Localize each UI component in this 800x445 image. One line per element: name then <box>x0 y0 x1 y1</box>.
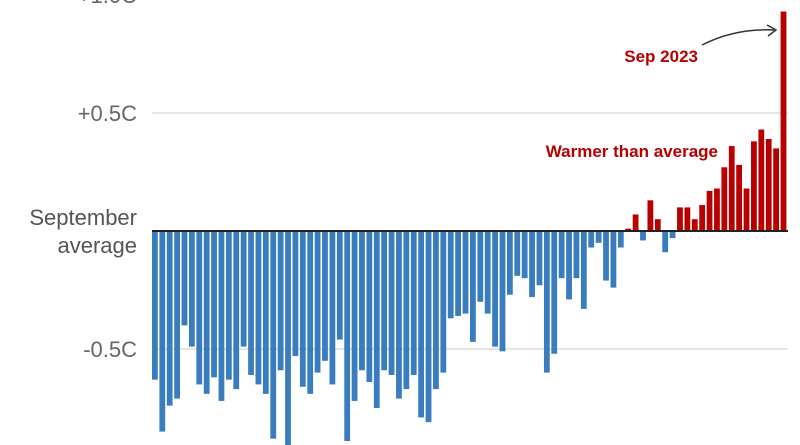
bar <box>196 231 203 385</box>
bar <box>425 231 432 423</box>
bar <box>484 231 491 314</box>
bar <box>728 146 735 231</box>
bar <box>499 231 506 352</box>
bar <box>521 231 528 279</box>
bar <box>506 231 513 295</box>
bar <box>299 231 306 387</box>
bar <box>780 11 787 231</box>
bar <box>647 200 654 231</box>
bar <box>610 231 617 288</box>
bar <box>307 231 314 394</box>
bar <box>558 231 565 279</box>
bar <box>433 231 439 390</box>
bar <box>669 231 676 239</box>
bar <box>514 231 521 276</box>
y-tick-label: -0.5C <box>83 337 137 362</box>
bar <box>322 231 328 361</box>
bar <box>181 231 188 326</box>
bar <box>381 231 388 371</box>
bar <box>314 231 321 373</box>
bar <box>677 207 683 231</box>
bar <box>462 231 469 314</box>
bar <box>529 231 535 298</box>
bar <box>152 231 158 380</box>
bar <box>640 231 646 241</box>
bar <box>225 231 232 380</box>
bar <box>418 231 425 418</box>
bar <box>751 141 757 231</box>
bar <box>588 231 595 248</box>
bar <box>174 231 180 399</box>
bar <box>721 167 728 231</box>
bar <box>714 188 720 231</box>
y-axis-labels: +1.0C +0.5C -0.5C <box>78 0 137 362</box>
bar <box>603 231 609 281</box>
bar <box>684 207 691 231</box>
bar <box>403 231 410 390</box>
bar <box>188 231 195 347</box>
bar <box>470 231 476 342</box>
bar <box>632 214 639 231</box>
bar <box>262 231 269 394</box>
bar <box>240 231 247 347</box>
bar <box>351 231 358 401</box>
bar <box>580 231 587 309</box>
bar <box>617 231 624 248</box>
bar <box>359 231 365 371</box>
bar <box>566 231 572 300</box>
bar <box>373 231 380 408</box>
annotation-arrowhead-icon <box>766 24 778 37</box>
bar <box>743 188 750 231</box>
bar <box>203 231 210 394</box>
bar <box>706 190 713 231</box>
bar <box>691 219 698 231</box>
bar <box>758 129 765 231</box>
bar <box>625 228 632 231</box>
baseline-label-line1: September <box>29 205 137 230</box>
bar <box>595 231 602 243</box>
bar <box>344 231 351 442</box>
bar <box>573 231 580 279</box>
bar <box>654 219 661 231</box>
bar <box>699 205 706 231</box>
bar <box>492 231 498 347</box>
bar <box>543 231 550 373</box>
bar <box>447 231 454 319</box>
bar <box>662 231 669 253</box>
bar <box>329 231 336 385</box>
bar <box>285 231 291 445</box>
bar <box>233 231 240 390</box>
annotation-arrow-line <box>701 29 775 46</box>
bar <box>410 231 417 375</box>
y-tick-label: +0.5C <box>78 101 137 126</box>
bar <box>536 231 543 286</box>
bar <box>388 231 395 375</box>
bar <box>455 231 462 316</box>
bar <box>551 231 558 354</box>
bar <box>166 231 173 406</box>
bar <box>477 231 484 302</box>
bar <box>159 231 166 432</box>
baseline-label-line2: average <box>57 233 137 258</box>
bar <box>292 231 299 357</box>
bars <box>152 11 787 445</box>
bar <box>211 231 217 378</box>
bar <box>270 231 277 439</box>
bar <box>248 231 254 375</box>
y-tick-label: +1.0C <box>78 0 137 8</box>
bar <box>440 231 447 373</box>
bar <box>277 231 284 371</box>
bar <box>255 231 262 385</box>
annotation-warmer-than-average: Warmer than average <box>546 142 718 161</box>
bar <box>366 231 373 383</box>
bar <box>336 231 343 340</box>
bar <box>736 164 743 231</box>
bar <box>396 231 402 399</box>
bar <box>765 138 772 231</box>
annotation-sep-2023: Sep 2023 <box>624 47 698 66</box>
bar <box>218 231 225 401</box>
bar <box>773 148 780 231</box>
